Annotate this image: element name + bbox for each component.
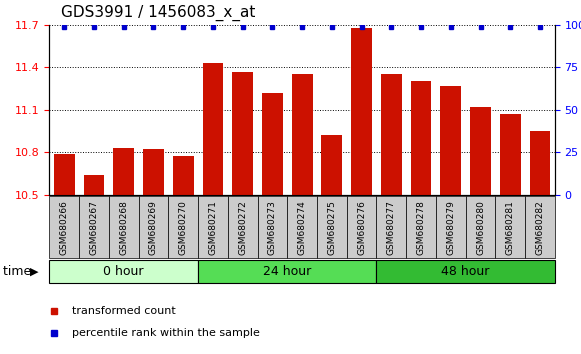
Text: GSM680273: GSM680273 xyxy=(268,200,277,255)
Bar xyxy=(168,196,198,258)
Bar xyxy=(496,196,525,258)
Bar xyxy=(470,107,491,195)
Bar xyxy=(228,196,257,258)
Bar xyxy=(113,148,134,195)
Bar xyxy=(530,131,550,195)
Bar xyxy=(84,175,105,195)
Text: time: time xyxy=(3,265,35,278)
Text: GSM680272: GSM680272 xyxy=(238,200,247,255)
Bar xyxy=(411,81,432,195)
Text: GSM680271: GSM680271 xyxy=(209,200,217,255)
Bar xyxy=(440,86,461,195)
Bar xyxy=(198,260,376,283)
Text: GSM680274: GSM680274 xyxy=(297,200,307,255)
Text: transformed count: transformed count xyxy=(72,306,176,316)
Bar xyxy=(351,28,372,195)
Text: 0 hour: 0 hour xyxy=(103,265,144,278)
Bar xyxy=(139,196,168,258)
Bar xyxy=(406,196,436,258)
Bar xyxy=(436,196,465,258)
Bar xyxy=(262,93,283,195)
Text: GSM680280: GSM680280 xyxy=(476,200,485,255)
Bar xyxy=(376,260,555,283)
Bar xyxy=(49,196,79,258)
Bar xyxy=(143,149,164,195)
Bar xyxy=(49,260,198,283)
Bar xyxy=(465,196,496,258)
Text: 48 hour: 48 hour xyxy=(442,265,490,278)
Text: GSM680276: GSM680276 xyxy=(357,200,366,255)
Bar xyxy=(203,63,223,195)
Bar xyxy=(347,196,376,258)
Bar xyxy=(54,154,74,195)
Text: GSM680275: GSM680275 xyxy=(327,200,336,255)
Bar xyxy=(381,74,401,195)
Text: GSM680282: GSM680282 xyxy=(536,200,544,255)
Bar xyxy=(198,196,228,258)
Text: GSM680269: GSM680269 xyxy=(149,200,158,255)
Bar xyxy=(376,196,406,258)
Text: GSM680277: GSM680277 xyxy=(387,200,396,255)
Text: 24 hour: 24 hour xyxy=(263,265,311,278)
Bar xyxy=(232,72,253,195)
Text: GSM680268: GSM680268 xyxy=(119,200,128,255)
Bar xyxy=(317,196,347,258)
Bar xyxy=(525,196,555,258)
Text: GSM680266: GSM680266 xyxy=(60,200,69,255)
Bar xyxy=(287,196,317,258)
Text: ▶: ▶ xyxy=(30,267,39,277)
Text: GDS3991 / 1456083_x_at: GDS3991 / 1456083_x_at xyxy=(61,5,256,21)
Bar xyxy=(257,196,287,258)
Text: GSM680278: GSM680278 xyxy=(417,200,425,255)
Bar xyxy=(79,196,109,258)
Bar xyxy=(109,196,139,258)
Text: GSM680270: GSM680270 xyxy=(179,200,188,255)
Bar xyxy=(321,135,342,195)
Text: GSM680279: GSM680279 xyxy=(446,200,456,255)
Bar xyxy=(500,114,521,195)
Text: percentile rank within the sample: percentile rank within the sample xyxy=(72,328,260,338)
Text: GSM680267: GSM680267 xyxy=(89,200,99,255)
Bar xyxy=(292,74,313,195)
Bar xyxy=(173,156,193,195)
Text: GSM680281: GSM680281 xyxy=(505,200,515,255)
